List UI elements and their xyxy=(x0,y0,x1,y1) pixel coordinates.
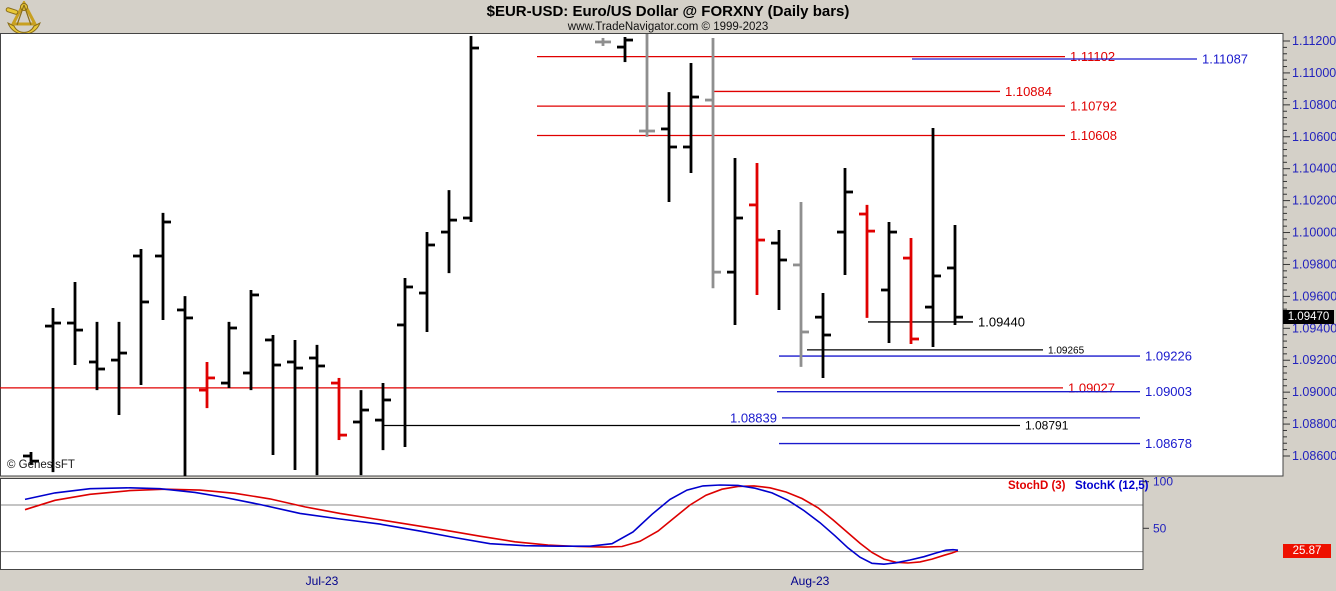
stoch-axis-label: 50 xyxy=(1153,521,1167,535)
legend-stochd[interactable]: StochD (3) xyxy=(1008,480,1066,492)
level-label: 1.09003 xyxy=(1145,384,1192,399)
level-label: 1.11087 xyxy=(1202,52,1248,67)
level-label: 1.09440 xyxy=(978,314,1025,329)
price-axis-label: 1.09200 xyxy=(1292,353,1336,367)
chart-title: $EUR-USD: Euro/US Dollar @ FORXNY (Daily… xyxy=(486,3,850,20)
price-axis-label: 1.10800 xyxy=(1292,98,1336,112)
price-axis-label: 1.10000 xyxy=(1292,226,1336,240)
level-label: 1.11102 xyxy=(1070,49,1115,64)
price-axis-label: 1.09000 xyxy=(1292,385,1336,399)
x-axis-label-jul: Jul-23 xyxy=(305,574,339,588)
price-axis-label: 1.09800 xyxy=(1292,257,1336,271)
price-axis-label: 1.08800 xyxy=(1292,417,1336,431)
price-chart-area[interactable] xyxy=(0,33,1284,477)
stochd-line[interactable] xyxy=(24,485,959,564)
price-axis-label: 1.09400 xyxy=(1292,321,1336,335)
price-axis-label: 1.10600 xyxy=(1292,130,1336,144)
stoch-chart-area[interactable] xyxy=(0,478,1144,570)
chart-subtitle: www.TradeNavigator.com © 1999-2023 xyxy=(567,21,769,33)
level-label: 1.10884 xyxy=(1005,84,1052,99)
level-label: 1.09226 xyxy=(1145,349,1192,364)
price-axis-label: 1.11000 xyxy=(1292,66,1336,80)
level-label: 1.10608 xyxy=(1070,128,1117,143)
level-label: 1.10792 xyxy=(1070,99,1117,114)
legend-stochk[interactable]: StochK (12,5) xyxy=(1075,480,1149,492)
price-axis-label: 1.11200 xyxy=(1292,34,1336,48)
stochd-value-box: 25.87 xyxy=(1283,544,1331,558)
x-axis-label-aug: Aug-23 xyxy=(790,574,830,588)
genesis-copyright: © GenesisFT xyxy=(7,459,75,471)
last-price-box: 1.09470 xyxy=(1283,310,1334,324)
stoch-axis-label: 100 xyxy=(1153,475,1173,489)
stochk-line[interactable] xyxy=(24,484,959,566)
sextant-logo-icon xyxy=(5,1,41,33)
level-label: 1.08839 xyxy=(730,410,777,425)
price-axis-label: 1.08600 xyxy=(1292,449,1336,463)
level-label: 1.08791 xyxy=(1025,419,1069,433)
price-axis-label: 1.10400 xyxy=(1292,162,1336,176)
level-label: 1.09027 xyxy=(1068,380,1115,395)
price-axis-label: 1.10200 xyxy=(1292,194,1336,208)
level-label: 1.08678 xyxy=(1145,436,1192,451)
level-label: 1.09265 xyxy=(1048,345,1085,356)
price-axis-label: 1.09600 xyxy=(1292,289,1336,303)
